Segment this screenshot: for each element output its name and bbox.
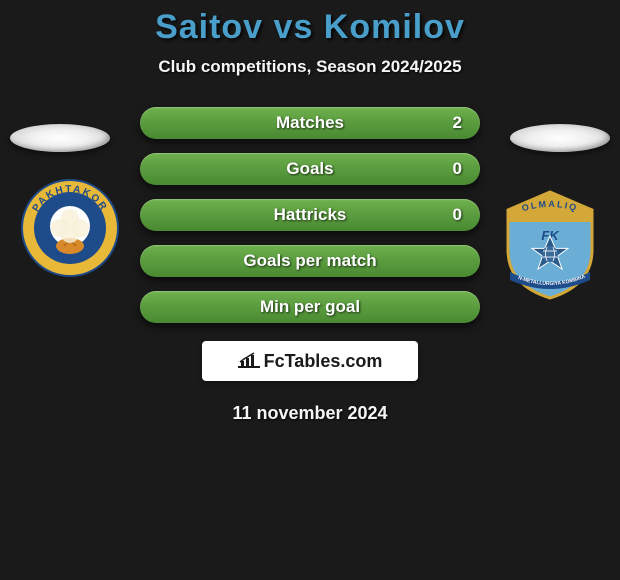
stat-row: Goals per match	[140, 245, 480, 277]
stat-label: Hattricks	[274, 205, 347, 225]
stat-value: 0	[453, 205, 462, 225]
player-avatar-left	[10, 124, 110, 152]
stat-label: Min per goal	[260, 297, 360, 317]
page-subtitle: Club competitions, Season 2024/2025	[0, 57, 620, 77]
date-text: 11 november 2024	[0, 403, 620, 424]
comparison-card: Saitov vs Komilov Club competitions, Sea…	[0, 0, 620, 580]
page-title: Saitov vs Komilov	[0, 8, 620, 47]
stat-value: 2	[453, 113, 462, 133]
stat-row: Min per goal	[140, 291, 480, 323]
stat-label: Goals per match	[243, 251, 376, 271]
stat-value: 0	[453, 159, 462, 179]
player-avatar-right	[510, 124, 610, 152]
stats-list: Matches 2 Goals 0 Hattricks 0 Goals per …	[140, 107, 480, 323]
stat-row: Matches 2	[140, 107, 480, 139]
stat-label: Matches	[276, 113, 344, 133]
club-badge-right: OLMALIQ FK KON-METALLURGIYA KOMBINATI	[500, 190, 600, 290]
brand-text: FcTables.com	[264, 351, 383, 372]
bar-chart-icon	[238, 352, 260, 370]
stat-row: Goals 0	[140, 153, 480, 185]
stat-row: Hattricks 0	[140, 199, 480, 231]
olmaliq-crest-icon: OLMALIQ FK KON-METALLURGIYA KOMBINATI	[500, 190, 600, 300]
club-badge-left: PAKHTAKOR UZBEKISTAN TASHKENT	[20, 178, 120, 278]
brand-badge: FcTables.com	[202, 341, 418, 381]
stat-label: Goals	[286, 159, 333, 179]
pakhtakor-crest-icon: PAKHTAKOR UZBEKISTAN TASHKENT	[20, 178, 120, 278]
